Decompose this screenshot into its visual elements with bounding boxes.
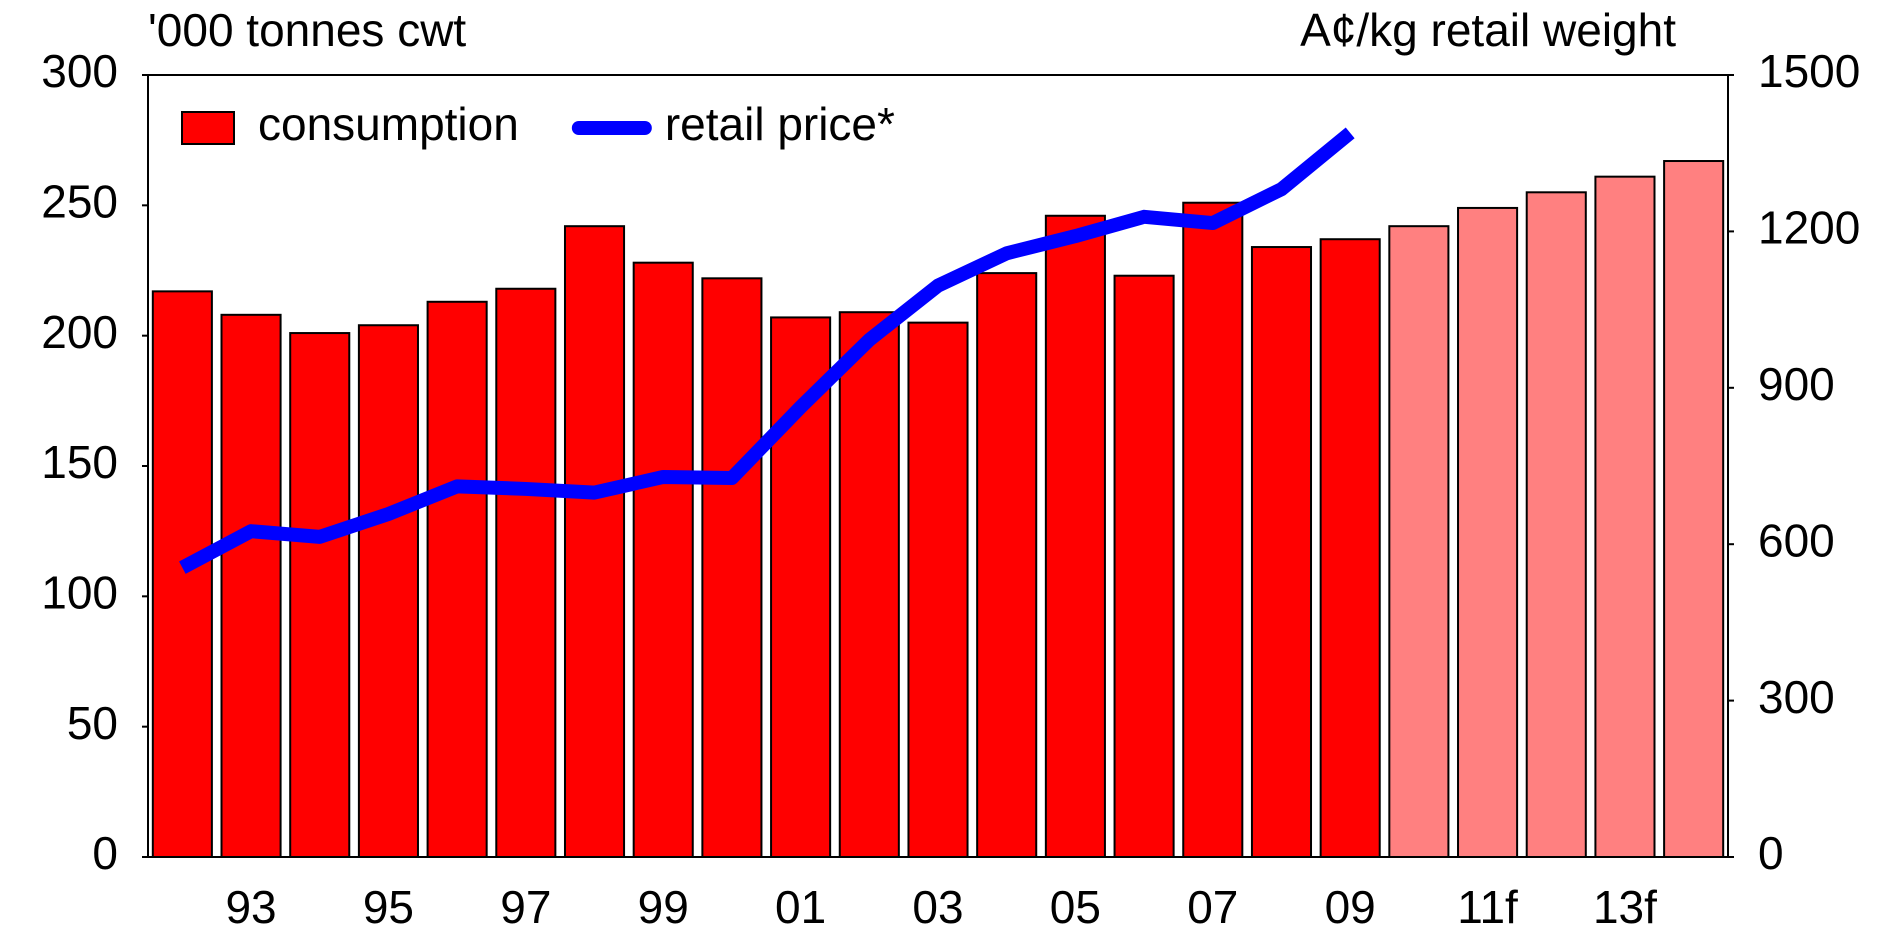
x-tick-label: 11f — [1457, 881, 1518, 933]
y2-axis-title: A¢/kg retail weight — [1300, 4, 1676, 56]
x-tick-label: 95 — [363, 881, 414, 933]
y-tick-label: 50 — [67, 697, 118, 749]
bar — [632, 261, 694, 858]
bar — [1663, 160, 1725, 858]
bar — [1457, 206, 1519, 858]
x-tick-label: 09 — [1325, 881, 1376, 933]
x-tick-label: 03 — [912, 881, 963, 933]
legend-label: consumption — [258, 98, 519, 150]
bar — [907, 321, 969, 858]
bar — [1250, 246, 1313, 859]
bar — [426, 300, 488, 858]
bar — [1319, 238, 1381, 859]
bar — [151, 290, 213, 858]
legend-swatch — [181, 111, 235, 145]
bar — [357, 324, 419, 858]
bar — [289, 332, 351, 858]
bar — [701, 277, 763, 858]
y-axis-title: '000 tonnes cwt — [148, 4, 466, 56]
bar — [976, 272, 1038, 858]
y-tick-label: 300 — [41, 45, 118, 97]
y-tick-label: 0 — [92, 827, 118, 879]
x-tick-label: 05 — [1050, 881, 1101, 933]
y-tick-label: 150 — [41, 436, 118, 488]
bar — [838, 311, 900, 858]
legend-label: retail price* — [665, 98, 895, 150]
x-tick-label: 07 — [1187, 881, 1238, 933]
bar — [563, 225, 626, 859]
y2-tick-label: 900 — [1758, 358, 1835, 410]
y2-tick-label: 1200 — [1758, 202, 1860, 254]
y2-tick-label: 300 — [1758, 671, 1835, 723]
line — [179, 127, 1355, 574]
bar — [495, 287, 557, 859]
y-tick-label: 100 — [41, 566, 118, 618]
x-tick-label: 97 — [500, 881, 551, 933]
y2-tick-label: 1500 — [1758, 45, 1860, 97]
y-tick-label: 250 — [41, 175, 118, 227]
bar — [220, 313, 282, 858]
x-tick-label: 99 — [638, 881, 689, 933]
plot-frame — [147, 74, 1729, 858]
bar — [1113, 274, 1175, 859]
y2-tick-label: 0 — [1758, 827, 1784, 879]
x-tick-label: 13f — [1593, 881, 1657, 933]
bar — [1182, 201, 1244, 858]
x-tick-label: 01 — [775, 881, 826, 933]
x-tick-label: 93 — [225, 881, 276, 933]
bar — [1044, 214, 1106, 858]
y-tick-label: 200 — [41, 306, 118, 358]
y2-tick-label: 600 — [1758, 514, 1835, 566]
bar — [1525, 191, 1587, 859]
bar — [1594, 175, 1656, 859]
bar — [770, 316, 832, 859]
bar — [1388, 225, 1450, 859]
